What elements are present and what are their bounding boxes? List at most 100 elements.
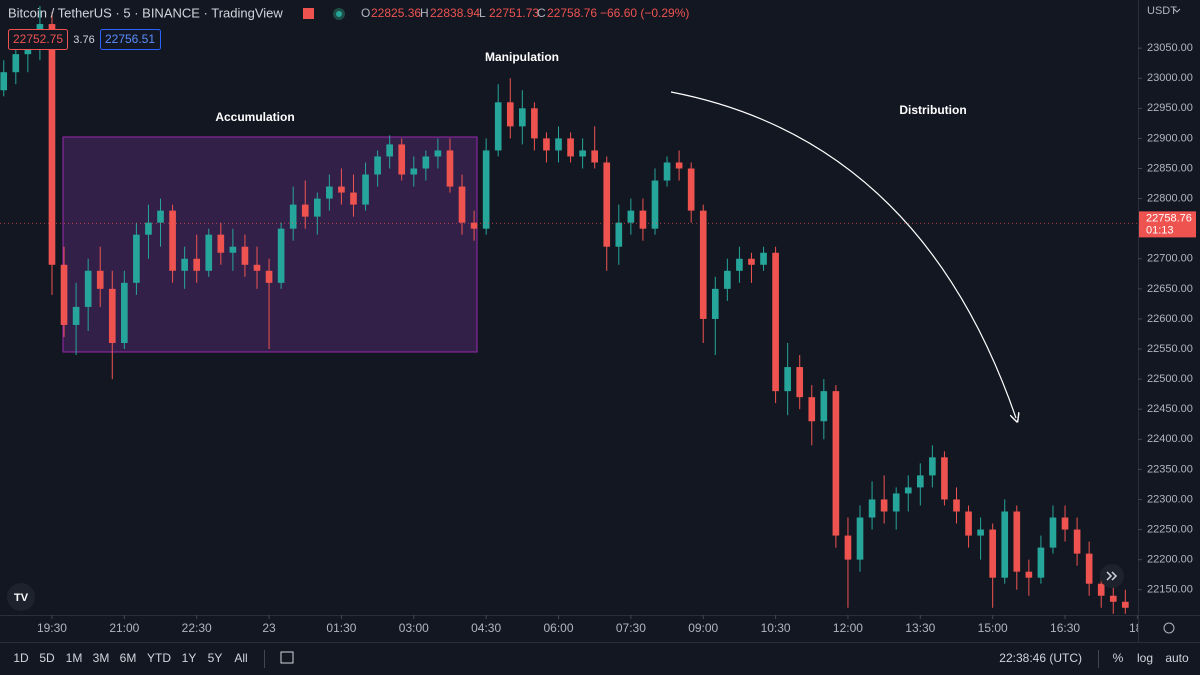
- candle-body: [1097, 583, 1105, 596]
- candle-body: [60, 264, 68, 325]
- candle-body: [145, 222, 152, 235]
- accumulation-box[interactable]: [62, 136, 478, 353]
- candle-body: [422, 156, 430, 169]
- ohlc-value: 22838.94: [430, 6, 480, 20]
- candle-body: [338, 186, 345, 193]
- candle-body: [687, 168, 695, 211]
- range-button[interactable]: 1D: [13, 651, 29, 665]
- currency[interactable]: USDT: [1147, 5, 1177, 17]
- candle-body: [989, 529, 996, 578]
- spread: 3.76: [73, 34, 94, 46]
- candle-body: [567, 138, 574, 157]
- candle-body: [217, 234, 225, 253]
- candle-body: [458, 186, 466, 223]
- flag-icon[interactable]: [303, 8, 314, 19]
- candle-body: [772, 252, 779, 392]
- last-price-badge: [1139, 211, 1196, 238]
- candle-body: [1025, 571, 1033, 578]
- candle-body: [386, 144, 393, 157]
- candle-body: [313, 198, 321, 217]
- last-price: 22758.76: [1146, 212, 1192, 224]
- y-tick-label: 22300.00: [1147, 493, 1193, 505]
- bid[interactable]: 22752.75: [13, 32, 63, 46]
- x-tick-label: 03:00: [399, 621, 429, 635]
- auto-toggle[interactable]: auto: [1165, 651, 1189, 665]
- x-tick-label: 07:30: [616, 621, 646, 635]
- candle-body: [301, 204, 309, 217]
- candle-body: [350, 192, 357, 205]
- candle-body: [241, 246, 249, 265]
- candle-body: [651, 180, 659, 229]
- y-tick-label: 22850.00: [1147, 162, 1193, 174]
- range-button[interactable]: 1M: [66, 651, 83, 665]
- x-tick-label: 19:30: [37, 621, 67, 635]
- range-button[interactable]: 5Y: [208, 651, 223, 665]
- range-button[interactable]: All: [234, 651, 247, 665]
- candle-body: [446, 150, 454, 187]
- annotation[interactable]: Accumulation: [215, 110, 294, 124]
- candle-body: [482, 150, 490, 229]
- x-tick-label: 22:30: [182, 621, 212, 635]
- range-button[interactable]: 3M: [93, 651, 110, 665]
- candle-body: [929, 457, 936, 476]
- candle-body: [711, 288, 719, 319]
- candle-body: [555, 138, 562, 151]
- countdown: 01:13: [1146, 224, 1174, 236]
- y-tick-label: 22150.00: [1147, 584, 1193, 596]
- candle-body: [868, 499, 876, 518]
- candle-body: [108, 288, 116, 344]
- candle-body: [796, 367, 804, 398]
- range-button[interactable]: 5D: [39, 651, 55, 665]
- candle-body: [181, 258, 188, 271]
- distribution-arrow[interactable]: [670, 91, 1016, 418]
- clock[interactable]: 22:38:46 (UTC): [999, 651, 1082, 665]
- log-toggle[interactable]: log: [1137, 651, 1153, 665]
- candle-body: [699, 210, 707, 319]
- candle-body: [748, 258, 755, 265]
- x-tick-label: 15:00: [978, 621, 1008, 635]
- candle-body: [265, 270, 273, 283]
- candle-body: [1061, 517, 1069, 530]
- candle-body: [157, 210, 164, 223]
- y-tick-label: 23050.00: [1147, 42, 1193, 54]
- candle-body: [277, 228, 285, 283]
- y-tick-label: 22200.00: [1147, 554, 1193, 566]
- bid-box[interactable]: [8, 29, 68, 50]
- range-button[interactable]: YTD: [147, 651, 171, 665]
- candle-body: [784, 367, 791, 392]
- ask[interactable]: 22756.51: [105, 32, 155, 46]
- candle-body: [965, 511, 972, 536]
- x-tick-label: 13:30: [905, 621, 935, 635]
- annotation[interactable]: Manipulation: [485, 50, 559, 64]
- candle-body: [1109, 595, 1117, 602]
- candle-body: [675, 162, 683, 169]
- x-tick-label: 18:: [1129, 621, 1146, 635]
- candle-body: [362, 174, 369, 205]
- candle-body: [519, 108, 526, 127]
- scroll-icon: [1106, 571, 1118, 581]
- candle-body: [48, 24, 56, 265]
- ohlc-key: L: [479, 6, 486, 20]
- candle-body: [1085, 553, 1093, 584]
- candle-body: [289, 204, 297, 229]
- status-dot: [336, 11, 342, 17]
- candle-body: [506, 102, 514, 127]
- candle-body: [374, 156, 381, 175]
- change: −66.60 (−0.29%): [600, 6, 689, 20]
- logo[interactable]: [7, 583, 35, 611]
- calendar-icon[interactable]: [280, 651, 294, 664]
- candle-body: [494, 102, 502, 151]
- settings-icon[interactable]: [1163, 622, 1175, 634]
- annotation[interactable]: Distribution: [899, 103, 966, 117]
- logo-mark: TV: [14, 592, 29, 604]
- candle-body: [24, 48, 32, 55]
- candle-body: [169, 210, 176, 271]
- range-button[interactable]: 6M: [120, 651, 137, 665]
- range-button[interactable]: 1Y: [182, 651, 197, 665]
- y-tick-label: 22550.00: [1147, 343, 1193, 355]
- ask-box[interactable]: [100, 29, 161, 50]
- candle-body: [941, 457, 948, 500]
- candle-body: [724, 270, 731, 289]
- percent-toggle[interactable]: %: [1113, 651, 1124, 665]
- candle-body: [820, 391, 828, 422]
